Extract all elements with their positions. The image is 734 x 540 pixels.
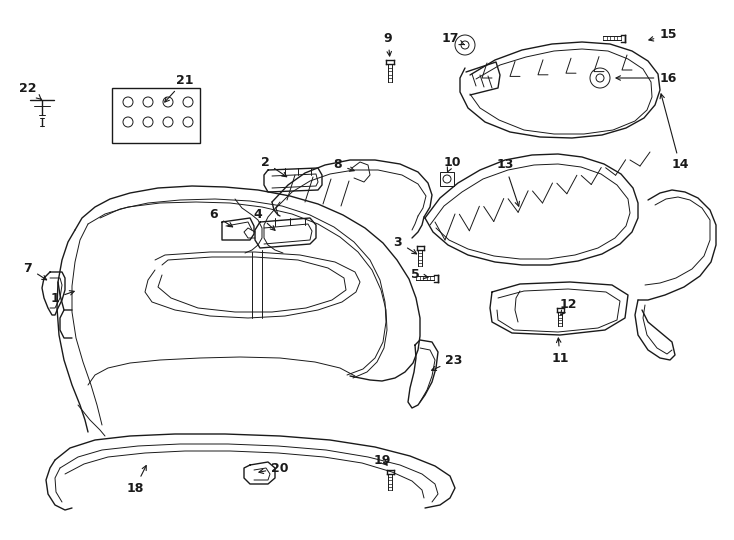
Text: 12: 12 <box>559 299 577 315</box>
Text: 23: 23 <box>432 354 462 370</box>
Text: 17: 17 <box>441 31 464 45</box>
Text: 9: 9 <box>384 31 392 56</box>
Text: 14: 14 <box>660 94 688 172</box>
Text: 4: 4 <box>254 208 275 230</box>
Text: 19: 19 <box>374 454 390 467</box>
Bar <box>112 88 200 143</box>
Text: 22: 22 <box>19 82 41 99</box>
Text: 1: 1 <box>51 291 74 305</box>
Text: 11: 11 <box>551 338 569 365</box>
Text: 16: 16 <box>616 71 677 84</box>
Text: 7: 7 <box>23 261 47 280</box>
Text: 10: 10 <box>443 156 461 172</box>
Text: 3: 3 <box>393 235 417 254</box>
Text: 21: 21 <box>164 73 194 102</box>
Text: 5: 5 <box>410 268 428 281</box>
Text: 13: 13 <box>496 159 520 206</box>
Text: 2: 2 <box>261 156 287 177</box>
Text: 18: 18 <box>126 465 146 495</box>
Text: 15: 15 <box>649 29 677 42</box>
Bar <box>440 172 454 186</box>
Text: 6: 6 <box>210 208 233 227</box>
Text: 8: 8 <box>334 159 355 172</box>
Text: 20: 20 <box>259 462 288 475</box>
